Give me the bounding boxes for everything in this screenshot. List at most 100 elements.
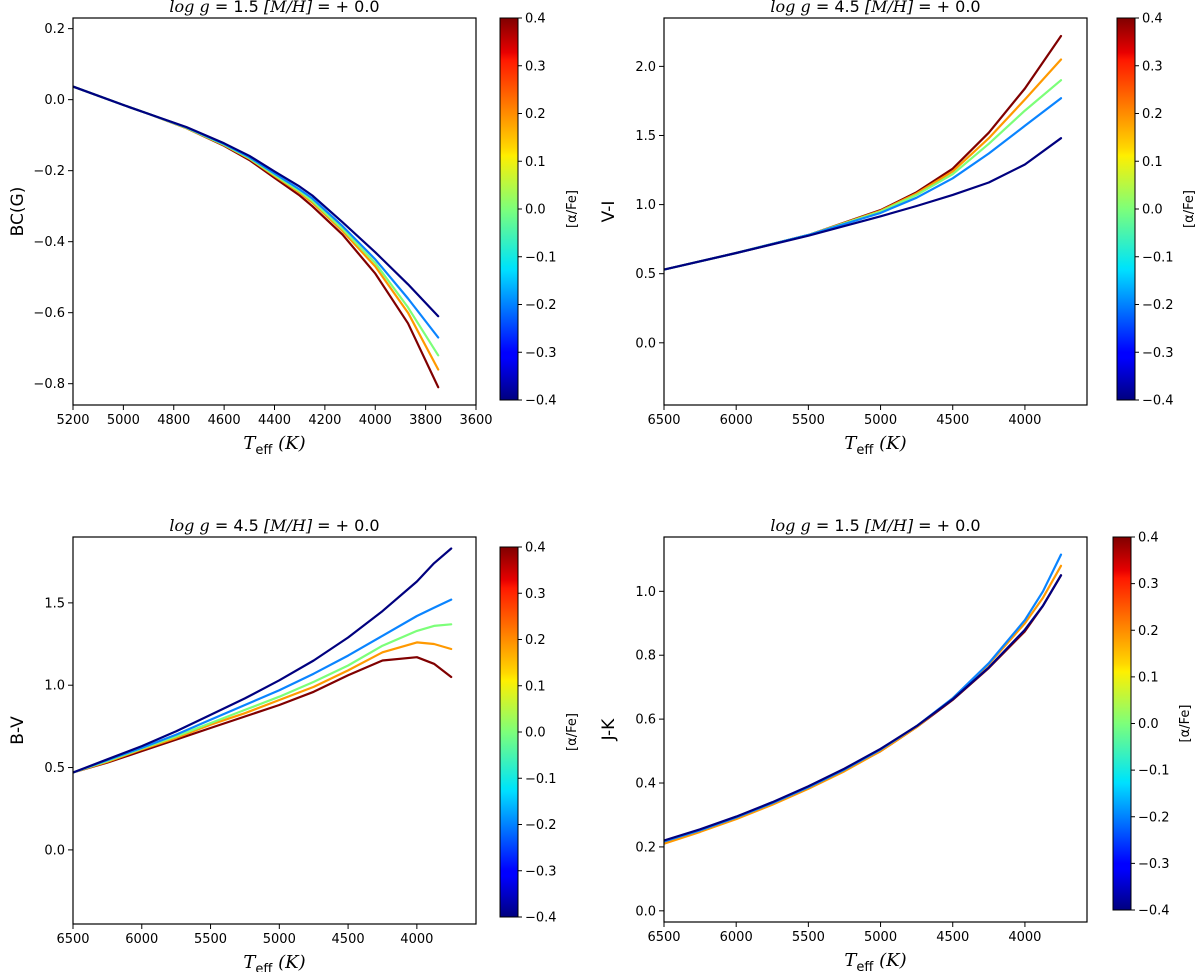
colorbar-tick-label: 0.2 bbox=[525, 107, 546, 122]
y-tick-label: 0.6 bbox=[635, 713, 656, 728]
x-tick-label: 4500 bbox=[936, 413, 969, 428]
series-line--0.4 bbox=[664, 574, 1063, 842]
x-tick-label: 5000 bbox=[107, 413, 140, 428]
y-tick-label: −0.6 bbox=[33, 306, 65, 321]
title-logg-value: = 1.5 bbox=[811, 516, 865, 535]
colorbar-tick-label: 0.1 bbox=[525, 155, 546, 170]
y-tick-label: 1.0 bbox=[635, 198, 656, 213]
y-tick-label: 0.4 bbox=[635, 777, 656, 792]
colorbar-tick-label: 0.3 bbox=[525, 587, 546, 602]
xlabel-unit: (K) bbox=[873, 433, 906, 454]
colorbar-tick-label: −0.3 bbox=[525, 346, 557, 361]
colorbar-2: 0.4 0.3 0.2 0.1 0.0 −0.1 −0.2 −0.3 −0.4 [α/Fe] bbox=[1116, 12, 1197, 409]
y-tick-label: −0.2 bbox=[33, 164, 65, 179]
x-tick-label: 4000 bbox=[400, 932, 433, 947]
title-metal-var: [M/H] bbox=[865, 0, 914, 16]
colorbar-tick-label: 0.0 bbox=[1138, 717, 1159, 732]
x-axis-label: Teff (K) bbox=[243, 433, 305, 458]
x-tick-label: 6000 bbox=[720, 413, 753, 428]
colorbar-4: 0.4 0.3 0.2 0.1 0.0 −0.1 −0.2 −0.3 −0.4 [α/Fe] bbox=[1112, 531, 1193, 919]
xlabel-sub: eff bbox=[255, 962, 273, 972]
title-metal-value: = + 0.0 bbox=[913, 516, 981, 535]
colorbar-tick-label: 0.1 bbox=[1142, 155, 1163, 170]
colorbar-gradient bbox=[499, 17, 519, 401]
xlabel-sub: eff bbox=[856, 960, 874, 972]
chart-panel-4: 6500 6000 5500 5000 4500 4000 0.0 0.2 0.4 0.6 0.8 1… bbox=[599, 516, 1088, 972]
colorbar-gradient bbox=[1112, 536, 1132, 911]
colorbar-tick-label: 0.3 bbox=[1138, 577, 1159, 592]
title-loggvar: log g bbox=[770, 0, 810, 16]
x-tick-label: 4200 bbox=[308, 413, 341, 428]
colorbar-label: [α/Fe] bbox=[565, 713, 580, 751]
xlabel-main: T bbox=[243, 433, 257, 454]
colorbar-tick-label: −0.4 bbox=[1142, 394, 1174, 409]
colorbar-tick-label: −0.1 bbox=[525, 250, 557, 265]
series-line-+0.2 bbox=[664, 564, 1063, 845]
xlabel-unit: (K) bbox=[272, 433, 305, 454]
colorbar-tick-label: −0.2 bbox=[525, 818, 557, 833]
y-tick-label: 1.5 bbox=[635, 129, 656, 144]
x-tick-label: 4600 bbox=[208, 413, 241, 428]
colorbar-tick-label: −0.4 bbox=[1138, 904, 1170, 919]
title-loggvar: log g bbox=[770, 516, 810, 535]
colorbar-tick-label: 0.1 bbox=[525, 679, 546, 694]
series-line--0.2 bbox=[73, 598, 453, 774]
colorbar-tick-label: 0.3 bbox=[1142, 59, 1163, 74]
y-tick-label: −0.8 bbox=[33, 377, 65, 392]
chart-title: log g = 4.5 [M/H] = + 0.0 bbox=[169, 516, 379, 535]
colorbar-tick-label: −0.3 bbox=[1138, 857, 1170, 872]
x-tick-label: 5500 bbox=[792, 413, 825, 428]
colorbar-gradient bbox=[1116, 17, 1136, 401]
x-tick-label: 6500 bbox=[647, 930, 680, 945]
title-loggvar: log g bbox=[169, 0, 209, 16]
y-tick-label: 0.8 bbox=[635, 649, 656, 664]
chart-title: log g = 1.5 [M/H] = + 0.0 bbox=[770, 516, 980, 535]
axes-frame bbox=[72, 536, 477, 925]
x-tick-label: 4400 bbox=[258, 413, 291, 428]
series-line--0.4 bbox=[73, 547, 453, 774]
colorbar-tick-label: 0.0 bbox=[525, 726, 546, 741]
series-line--0.2 bbox=[664, 553, 1063, 843]
colorbar-tick-label: 0.3 bbox=[525, 59, 546, 74]
colorbar-tick-label: −0.4 bbox=[525, 394, 557, 409]
x-tick-label: 4000 bbox=[1008, 930, 1041, 945]
y-axis-label: V-I bbox=[599, 201, 619, 223]
y-tick-label: 0.2 bbox=[635, 840, 656, 855]
x-tick-label: 4800 bbox=[157, 413, 190, 428]
xlabel-main: T bbox=[243, 952, 257, 972]
colorbar-3: 0.4 0.3 0.2 0.1 0.0 −0.1 −0.2 −0.3 −0.4 [α/Fe] bbox=[499, 541, 580, 926]
x-tick-label: 5500 bbox=[792, 930, 825, 945]
x-tick-label: 6500 bbox=[647, 413, 680, 428]
colorbar-tick-label: 0.4 bbox=[525, 541, 546, 556]
colorbar-tick-label: 0.2 bbox=[1138, 624, 1159, 639]
y-axis-label: BC(G) bbox=[8, 187, 28, 237]
x-axis-label: Teff (K) bbox=[243, 952, 305, 972]
y-axis-label: B-V bbox=[8, 716, 28, 745]
x-axis-label: Teff (K) bbox=[844, 950, 906, 972]
colorbar-tick-label: 0.4 bbox=[1142, 12, 1163, 27]
chart-panel-3: 6500 6000 5500 5000 4500 4000 0.0 0.5 1.0 1.5 log … bbox=[8, 516, 477, 972]
y-tick-label: 0.0 bbox=[44, 843, 65, 858]
x-tick-label: 3600 bbox=[459, 413, 492, 428]
xlabel-sub: eff bbox=[856, 443, 874, 458]
x-tick-label: 6500 bbox=[56, 932, 89, 947]
series-line-+0.4 bbox=[664, 34, 1063, 271]
xlabel-unit: (K) bbox=[272, 952, 305, 972]
xlabel-main: T bbox=[844, 433, 858, 454]
x-tick-label: 5500 bbox=[194, 932, 227, 947]
colorbar-tick-label: −0.4 bbox=[525, 911, 557, 926]
colorbar-tick-label: −0.3 bbox=[1142, 346, 1174, 361]
title-loggvar: log g bbox=[169, 516, 209, 535]
y-tick-label: 0.0 bbox=[635, 336, 656, 351]
series-line--0.2 bbox=[73, 85, 440, 339]
chart-panel-2: 6500 6000 5500 5000 4500 4000 0.0 0.5 1.0 1.5 2.0 l… bbox=[599, 0, 1088, 458]
title-logg-value: = 4.5 bbox=[811, 0, 865, 16]
title-metal-var: [M/H] bbox=[865, 516, 914, 535]
colorbar-tick-label: −0.2 bbox=[1138, 810, 1170, 825]
y-axis-label: J-K bbox=[599, 718, 619, 742]
series-line-+0.2 bbox=[664, 58, 1063, 271]
series-line-+0.1 bbox=[664, 79, 1063, 271]
y-tick-label: 0.0 bbox=[44, 93, 65, 108]
x-tick-label: 4000 bbox=[359, 413, 392, 428]
colorbar-label: [α/Fe] bbox=[1178, 705, 1193, 743]
